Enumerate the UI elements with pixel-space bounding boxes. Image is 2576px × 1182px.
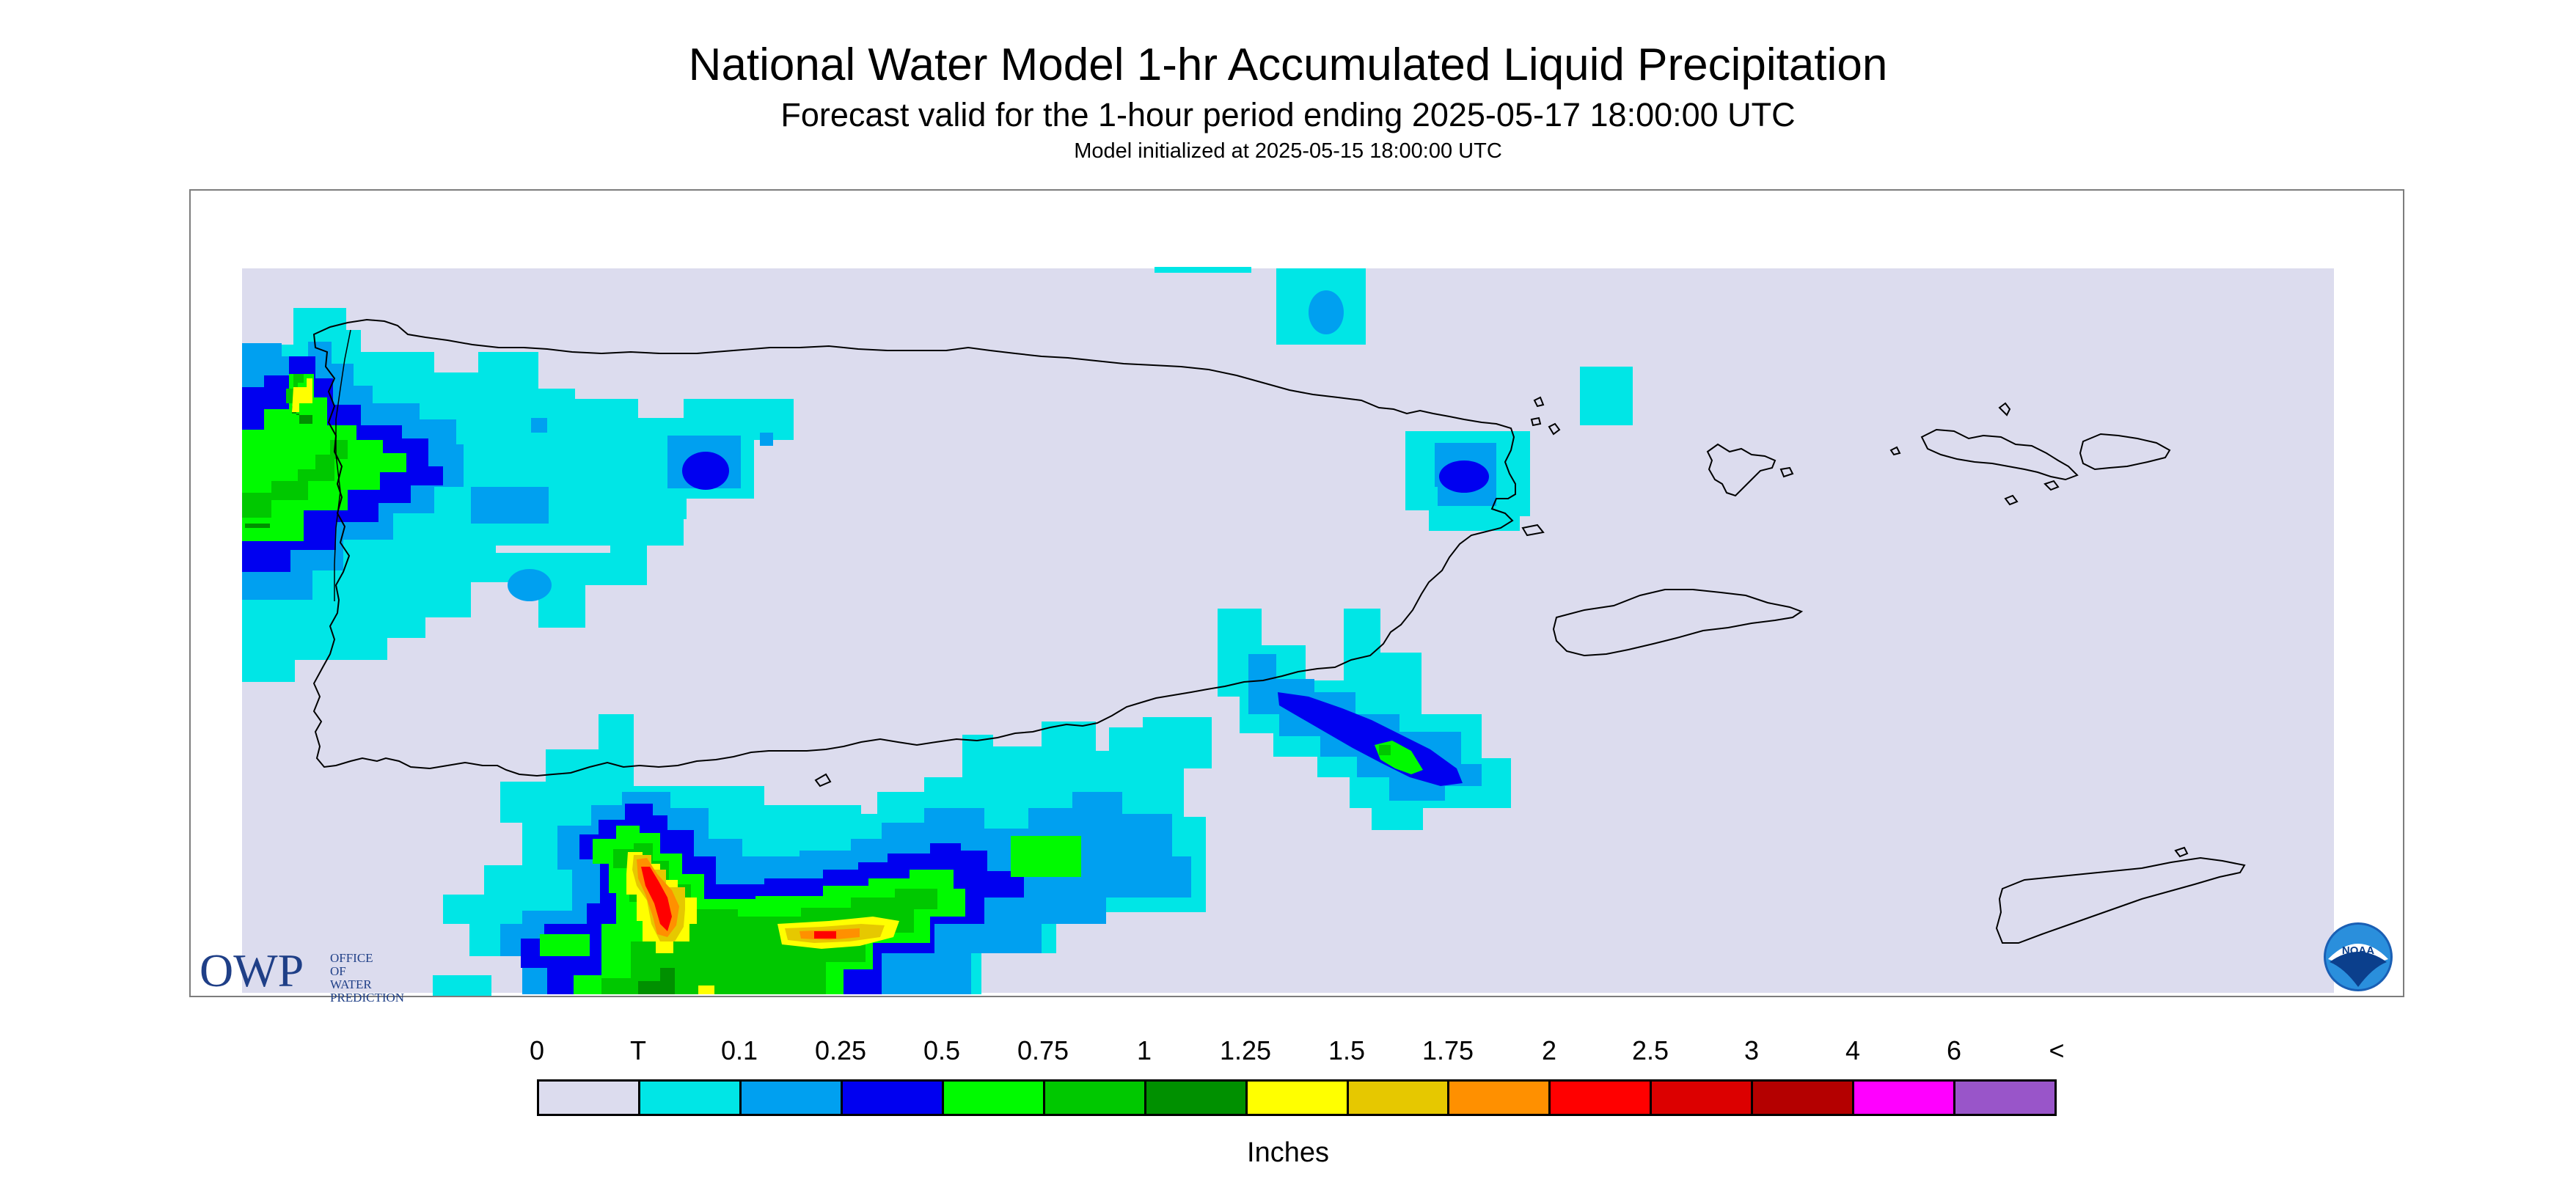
precip-area-south [641,867,672,931]
precip-cell [698,985,714,994]
legend-swatch [539,1082,640,1114]
coastline-island [814,773,832,788]
legend-label: 1.25 [1219,1035,1272,1065]
legend-label: 2.5 [1631,1035,1669,1065]
legend-swatch [1348,1082,1450,1114]
precip-area-south [601,843,937,994]
precip-cell [1155,267,1251,273]
legend-label: 3 [1743,1035,1760,1065]
precip-cell [1580,367,1633,425]
map-frame-blank-bottom [242,993,2334,996]
owp-logo-subtext: OFFICE OF WATER PREDICTION [330,951,405,1005]
legend-swatch [842,1082,944,1114]
coastline-west-border [334,329,351,601]
legend-swatch [1044,1082,1146,1114]
legend-label: 4 [1845,1035,1861,1065]
legend-swatch [1955,1082,2055,1114]
coastline-island [1530,416,1542,427]
legend-label: 6 [1946,1035,1962,1065]
coastline-island [1548,422,1561,436]
coastline-island-st-croix [1995,856,2246,944]
legend-swatch [1652,1082,1754,1114]
precip-area-west [292,406,312,424]
precip-cell [1011,836,1081,877]
legend-label: 0.75 [1017,1035,1069,1065]
owp-logo: OWP OFFICE OF WATER PREDICTION [200,944,434,1005]
coastline-island-culebra [1706,443,1777,497]
coastline-island-vieques [1552,589,1804,657]
noaa-logo-text: NOAA [2342,944,2374,957]
coastline-island-st-thomas [1920,428,2079,481]
legend-swatch [1449,1082,1551,1114]
map-canvas [242,267,2334,996]
legend-label: 0.5 [923,1035,961,1065]
precip-cell [1439,460,1489,493]
legend-swatch [943,1082,1045,1114]
coastline-island [1889,446,1901,456]
legend-labels: 0 T 0.1 0.25 0.5 0.75 1 1.25 1.5 1.75 2 … [530,1032,2065,1069]
coastline-main-island [312,318,1516,777]
owp-logo-text: OWP [200,944,304,996]
precip-cell [433,975,491,996]
legend-label: 1 [1136,1035,1152,1065]
coastline-island [2004,494,2019,506]
legend-swatch [1146,1082,1248,1114]
legend-label: < [2049,1035,2065,1065]
model-init-time: Model initialized at 2025-05-15 18:00:00… [1074,139,1502,163]
precipitation-map [189,189,2404,997]
precip-area-west [245,524,270,528]
map-title: National Water Model 1-hr Accumulated Li… [688,40,1888,90]
precip-gap [496,546,610,553]
legend-label: 1.75 [1421,1035,1474,1065]
precip-cell [682,452,729,490]
precip-cell [531,418,547,433]
legend-swatch [1551,1082,1653,1114]
precip-area-south [638,968,675,994]
legend-swatch [1753,1082,1855,1114]
precip-area-west [242,440,348,518]
legend-label: T [630,1035,646,1065]
precip-cell [471,487,549,524]
coastline-island [1521,524,1545,537]
coastline-island [1533,396,1545,408]
map-subtitle: Forecast valid for the 1-hour period end… [780,96,1796,133]
precip-area-west [292,378,312,412]
legend-swatch [1247,1082,1349,1114]
legend-colorbar [537,1079,2057,1116]
precip-cell [508,569,552,601]
coastline-island [1779,466,1794,478]
coastline-island [2174,846,2189,858]
noaa-logo: NOAA [2324,922,2393,991]
legend-label: 0.25 [814,1035,867,1065]
precip-cell [760,433,773,446]
precip-cell [814,931,836,939]
precip-area-southeast [1379,745,1391,755]
coastline-island-st-john [2079,433,2171,471]
legend-label: 0.1 [720,1035,758,1065]
precip-cell [540,934,590,956]
legend-swatch [640,1082,742,1114]
legend-label: 0 [529,1035,545,1065]
legend-label: 2 [1541,1035,1557,1065]
precip-cell [1309,290,1344,334]
coastline-island [2043,480,2060,491]
legend-swatch [741,1082,843,1114]
legend-swatch [1854,1082,1956,1114]
legend-units: Inches [1247,1137,1329,1168]
coastline-island [1998,402,2011,416]
legend-label: 1.5 [1328,1035,1366,1065]
